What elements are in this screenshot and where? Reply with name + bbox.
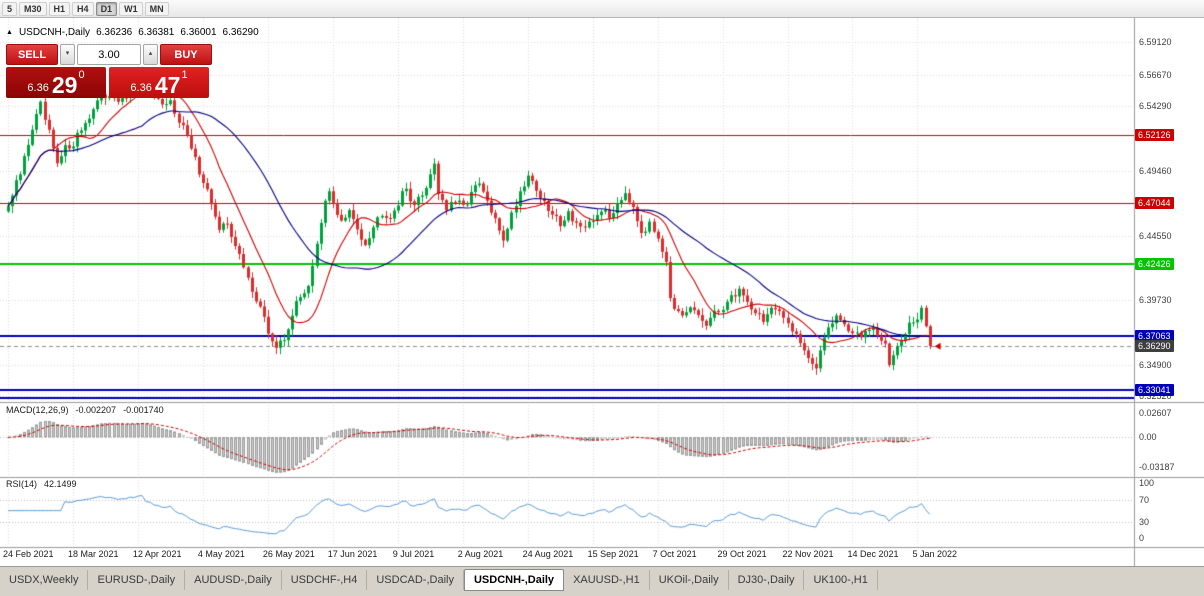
ohlc-open: 6.36236 [96,27,133,38]
buy-price-prefix: 6.36 [130,82,152,94]
level-price-badge: 6.33041 [1135,383,1174,396]
sell-price-prefix: 6.36 [27,82,49,94]
date-label: 4 May 2021 [197,549,245,559]
price-axis-tick: 6.49460 [1139,165,1172,176]
period-button-h1[interactable]: H1 [48,1,71,16]
rsi-value: 42.1499 [44,479,77,489]
macd-signal-value: -0.001740 [123,405,164,415]
buy-price-point: 1 [181,69,188,81]
volume-increase-button[interactable]: ▴ [143,44,158,65]
level-price-badge: 6.52126 [1135,129,1174,142]
rsi-axis-tick: 0 [1139,532,1145,543]
ohlc-high: 6.36381 [138,27,175,38]
chart-tab-usdcad-daily[interactable]: USDCAD-,Daily [367,570,464,590]
buy-button[interactable]: BUY [160,44,212,65]
macd-axis-tick: 0.02607 [1139,407,1172,418]
buy-price-pips: 47 [154,72,181,98]
chart-tab-eurusd-daily[interactable]: EURUSD-,Daily [88,570,186,590]
chart-tab-uk100-h1[interactable]: UK100-,H1 [804,570,878,590]
rsi-indicator-label: RSI(14) 42.1499 [6,479,77,489]
price-axis-tick: 6.34900 [1139,359,1172,370]
volume-input[interactable] [77,44,141,65]
date-label: 17 Jun 2021 [327,549,378,559]
sell-price-pips: 29 [51,72,78,98]
price-axis-tick: 6.44550 [1139,231,1172,242]
chart-symbol-label: USDCNH-,Daily [18,27,91,38]
date-label: 18 Mar 2021 [67,549,119,559]
rsi-name: RSI(14) [6,479,38,489]
price-chart-canvas[interactable] [0,18,1204,566]
period-button-5[interactable]: 5 [2,1,18,16]
rsi-axis-tick: 100 [1139,478,1155,489]
chart-area: ▲ USDCNH-,Daily 6.36236 6.36381 6.36001 … [0,18,1204,566]
period-button-h4[interactable]: H4 [72,1,94,16]
triangle-icon: ▲ [6,28,13,36]
macd-value: -0.002207 [75,405,117,415]
chart-tab-audusd-daily[interactable]: AUDUSD-,Daily [185,570,282,590]
price-axis-tick: 6.32520 [1139,391,1172,402]
date-label: 5 Jan 2022 [912,549,957,559]
period-button-m30[interactable]: M30 [19,1,47,16]
date-label: 24 Feb 2021 [3,549,54,559]
macd-name: MACD(12,26,9) [6,405,69,415]
level-price-badge: 6.47044 [1135,196,1174,209]
buy-price-tile[interactable]: 6.36 47 1 [109,67,209,98]
chart-ohlc-readout: ▲ USDCNH-,Daily 6.36236 6.36381 6.36001 … [6,27,259,38]
macd-axis-tick: -0.03187 [1139,462,1175,473]
timeframe-toolbar: 5 M30 H1 H4 D1 W1 MN [0,0,1204,18]
current-price-badge: 6.36290 [1135,340,1174,353]
chart-tab-usdx-weekly[interactable]: USDX,Weekly [0,570,89,590]
chart-tab-ukoil-daily[interactable]: UKOil-,Daily [650,570,729,590]
volume-decrease-button[interactable]: ▾ [60,44,75,65]
date-label: 26 May 2021 [262,549,315,559]
date-label: 2 Aug 2021 [457,549,504,559]
date-label: 22 Nov 2021 [782,549,834,559]
chart-tab-usdcnh-daily[interactable]: USDCNH-,Daily [463,569,565,591]
chart-tab-xauusd-h1[interactable]: XAUUSD-,H1 [564,570,650,590]
ohlc-close: 6.36290 [222,27,259,38]
price-axis-tick: 6.54290 [1139,101,1172,112]
chart-tab-usdchf-h4[interactable]: USDCHF-,H4 [282,570,368,590]
rsi-axis-tick: 30 [1139,516,1150,527]
price-axis-tick: 6.56670 [1139,69,1172,80]
date-label: 12 Apr 2021 [132,549,182,559]
sell-price-tile[interactable]: 6.36 29 0 [6,67,106,98]
macd-indicator-label: MACD(12,26,9) -0.002207 -0.001740 [6,405,164,415]
chart-tabbar: USDX,Weekly EURUSD-,Daily AUDUSD-,Daily USD… [0,566,1204,596]
price-axis-tick: 6.59120 [1139,36,1172,47]
date-label: 9 Jul 2021 [392,549,435,559]
date-label: 7 Oct 2021 [652,549,697,559]
period-button-mn[interactable]: MN [144,1,169,16]
rsi-axis-tick: 70 [1139,494,1150,505]
level-price-badge: 6.37063 [1135,329,1174,342]
sell-button[interactable]: SELL [6,44,58,65]
chart-tab-dj30-daily[interactable]: DJ30-,Daily [729,570,805,590]
date-label: 29 Oct 2021 [717,549,767,559]
date-label: 14 Dec 2021 [847,549,899,559]
macd-axis-tick: 0.00 [1139,432,1157,443]
price-axis-tick: 6.39730 [1139,295,1172,306]
ohlc-low: 6.36001 [180,27,217,38]
date-label: 24 Aug 2021 [522,549,574,559]
period-button-d1[interactable]: D1 [95,1,118,16]
sell-price-point: 0 [78,69,85,81]
one-click-trading-panel: SELL ▾ ▴ BUY 6.36 29 0 6.36 47 1 [6,44,212,98]
level-price-badge: 6.42426 [1135,258,1174,271]
period-button-w1[interactable]: W1 [119,1,143,16]
date-label: 15 Sep 2021 [587,549,639,559]
